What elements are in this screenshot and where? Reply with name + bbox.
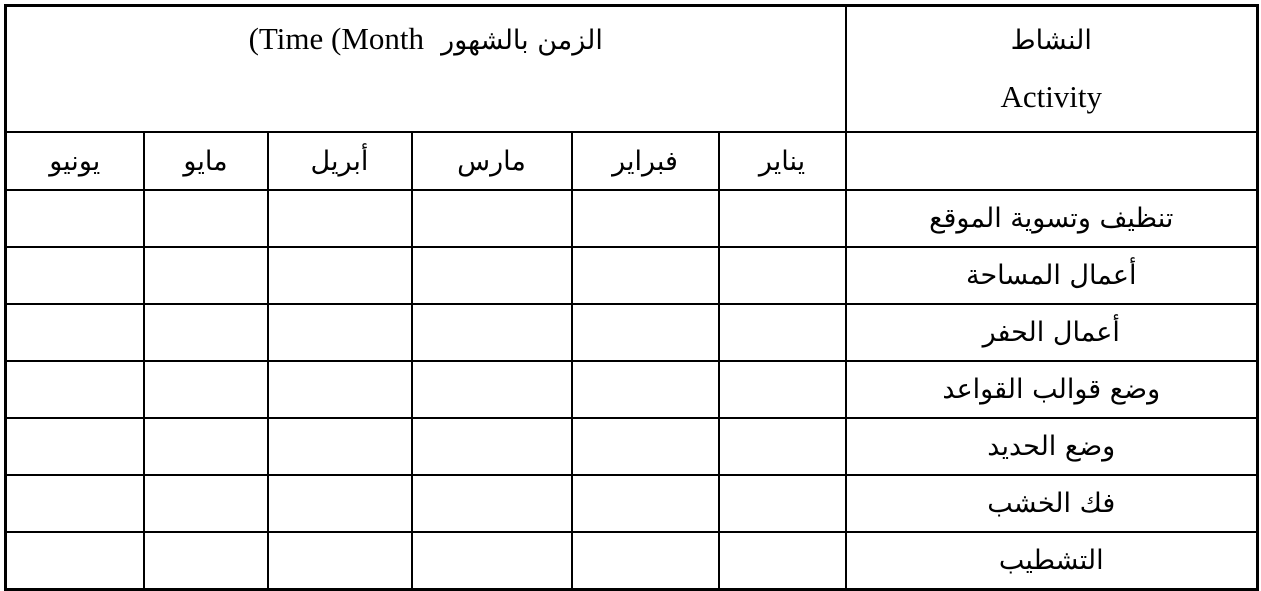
month-row: يونيو مايو أبريل مارس فبراير يناير bbox=[4, 131, 1259, 191]
activity-name: التشطيب bbox=[844, 531, 1259, 591]
schedule-cell bbox=[266, 303, 413, 362]
activity-name: فك الخشب bbox=[844, 474, 1259, 533]
schedule-cell bbox=[142, 360, 269, 419]
schedule-cell bbox=[142, 303, 269, 362]
header-row: (Time (Month الزمن بالشهور النشاط Activi… bbox=[4, 4, 1259, 133]
schedule-cell bbox=[142, 531, 269, 591]
schedule-cell bbox=[410, 303, 573, 362]
schedule-cell bbox=[266, 474, 413, 533]
schedule-cell bbox=[4, 417, 145, 476]
activity-name: تنظيف وتسوية الموقع bbox=[844, 189, 1259, 248]
month-header: مايو bbox=[142, 131, 269, 191]
table-row: أعمال المساحة bbox=[4, 246, 1259, 305]
schedule-cell bbox=[570, 531, 720, 591]
schedule-cell bbox=[717, 417, 847, 476]
schedule-cell bbox=[410, 189, 573, 248]
schedule-cell bbox=[142, 246, 269, 305]
table-row: وضع الحديد bbox=[4, 417, 1259, 476]
time-header: (Time (Month الزمن بالشهور bbox=[4, 4, 847, 133]
schedule-cell bbox=[4, 360, 145, 419]
schedule-cell bbox=[142, 417, 269, 476]
month-header: فبراير bbox=[570, 131, 720, 191]
schedule-cell bbox=[4, 531, 145, 591]
schedule-cell bbox=[4, 189, 145, 248]
schedule-cell bbox=[717, 474, 847, 533]
schedule-cell bbox=[266, 360, 413, 419]
empty-cell bbox=[844, 131, 1259, 191]
activity-header-en: Activity bbox=[1000, 79, 1103, 114]
schedule-cell bbox=[410, 417, 573, 476]
schedule-cell bbox=[570, 246, 720, 305]
time-header-ar: الزمن بالشهور bbox=[441, 25, 603, 56]
activity-name: أعمال الحفر bbox=[844, 303, 1259, 362]
month-header: يناير bbox=[717, 131, 847, 191]
schedule-cell bbox=[4, 246, 145, 305]
schedule-cell bbox=[142, 189, 269, 248]
schedule-cell bbox=[410, 531, 573, 591]
schedule-cell bbox=[410, 360, 573, 419]
schedule-cell bbox=[410, 246, 573, 305]
activity-header: النشاط Activity bbox=[844, 4, 1259, 133]
table-row: تنظيف وتسوية الموقع bbox=[4, 189, 1259, 248]
schedule-cell bbox=[266, 531, 413, 591]
table-row: التشطيب bbox=[4, 531, 1259, 591]
schedule-table: (Time (Month الزمن بالشهور النشاط Activi… bbox=[4, 4, 1259, 591]
schedule-cell bbox=[142, 474, 269, 533]
schedule-cell bbox=[570, 474, 720, 533]
month-header: أبريل bbox=[266, 131, 413, 191]
time-header-en: (Time (Month bbox=[248, 21, 424, 56]
activity-name: وضع الحديد bbox=[844, 417, 1259, 476]
schedule-cell bbox=[4, 474, 145, 533]
schedule-cell bbox=[717, 303, 847, 362]
month-header: يونيو bbox=[4, 131, 145, 191]
table-row: وضع قوالب القواعد bbox=[4, 360, 1259, 419]
schedule-cell bbox=[266, 246, 413, 305]
schedule-cell bbox=[570, 360, 720, 419]
table-row: فك الخشب bbox=[4, 474, 1259, 533]
activity-name: وضع قوالب القواعد bbox=[844, 360, 1259, 419]
schedule-cell bbox=[266, 189, 413, 248]
activity-name: أعمال المساحة bbox=[844, 246, 1259, 305]
schedule-cell bbox=[410, 474, 573, 533]
schedule-cell bbox=[266, 417, 413, 476]
schedule-cell bbox=[4, 303, 145, 362]
schedule-cell bbox=[570, 303, 720, 362]
schedule-cell bbox=[570, 189, 720, 248]
table-row: أعمال الحفر bbox=[4, 303, 1259, 362]
activity-header-ar: النشاط bbox=[1010, 25, 1092, 56]
schedule-cell bbox=[717, 360, 847, 419]
schedule-cell bbox=[570, 417, 720, 476]
schedule-cell bbox=[717, 189, 847, 248]
schedule-cell bbox=[717, 246, 847, 305]
month-header: مارس bbox=[410, 131, 573, 191]
schedule-cell bbox=[717, 531, 847, 591]
